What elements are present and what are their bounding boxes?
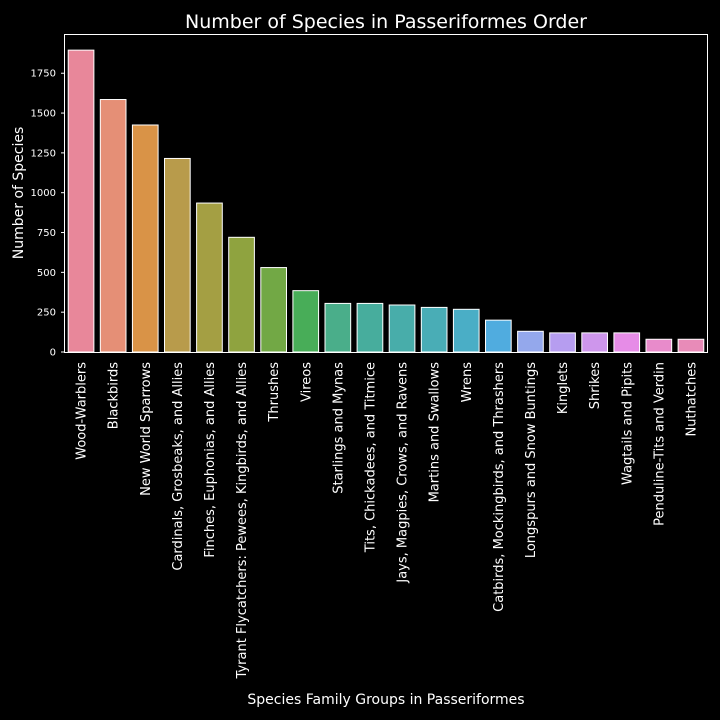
bar: [549, 332, 576, 353]
x-tick-label: Martins and Swallows: [428, 362, 443, 503]
x-tick-label: Catbirds, Mockingbirds, and Thrashers: [492, 362, 507, 612]
y-tick-label: 1000: [31, 188, 56, 199]
bar: [645, 338, 673, 353]
x-tick-label: New World Sparrows: [139, 362, 154, 496]
bar: [131, 124, 159, 353]
x-tick-label: Blackbirds: [107, 362, 122, 429]
bars-group: [67, 49, 705, 353]
y-tick-label: 250: [37, 308, 56, 319]
y-tick-label: 1250: [31, 148, 56, 159]
y-tick-label: 1500: [31, 109, 56, 120]
x-tick-label: Wood-Warblers: [75, 362, 90, 460]
x-tick-label: Tyrant Flycatchers: Pewees, Kingbirds, a…: [235, 362, 250, 680]
bar: [485, 319, 512, 353]
bar: [388, 304, 416, 353]
x-tick-label: Nuthatches: [684, 362, 699, 437]
x-tick-label: Wrens: [460, 362, 475, 403]
bar: [613, 332, 641, 353]
x-axis-label: Species Family Groups in Passeriformes: [247, 692, 524, 708]
chart-title: Number of Species in Passeriformes Order: [185, 11, 587, 33]
y-tick-label: 1750: [31, 69, 56, 80]
bar: [324, 302, 352, 353]
y-axis-ticks: 0 250 500 750 1000 1250 1500 1750: [31, 69, 65, 359]
y-tick-label: 500: [37, 268, 56, 279]
x-axis-ticks: Wood-Warblers Blackbirds New World Sparrow…: [75, 362, 700, 680]
bar: [452, 308, 480, 353]
y-axis-label: Number of Species: [11, 127, 27, 260]
x-tick-label: Longspurs and Snow Buntings: [524, 362, 539, 558]
x-tick-label: Thrushes: [267, 362, 282, 423]
bar: [356, 302, 384, 353]
x-tick-label: Penduline-Tits and Verdin: [652, 362, 667, 526]
x-tick-label: Starlings and Mynas: [331, 362, 346, 494]
plot-frame: [64, 34, 708, 353]
bar: [164, 157, 191, 353]
bar: [292, 290, 320, 353]
bar: [99, 99, 127, 353]
y-tick-label: 0: [50, 348, 56, 359]
bar: [228, 236, 255, 353]
x-tick-label: Cardinals, Grosbeaks, and Allies: [171, 362, 186, 571]
y-tick-label: 750: [37, 228, 56, 239]
bar: [260, 267, 287, 353]
x-tick-label: Vireos: [299, 362, 314, 402]
bar: [517, 330, 544, 353]
x-tick-label: Jays, Magpies, Crows, and Ravens: [396, 362, 411, 584]
x-tick-label: Kinglets: [556, 362, 571, 414]
bar: [67, 49, 95, 353]
bar: [196, 202, 223, 353]
bar: [581, 332, 608, 353]
x-tick-label: Wagtails and Pipits: [620, 362, 635, 485]
x-tick-label: Finches, Euphonias, and Allies: [203, 362, 218, 558]
x-tick-label: Tits, Chickadees, and Titmice: [363, 362, 378, 553]
bar: [420, 306, 448, 353]
x-tick-label: Shrikes: [588, 362, 603, 410]
bar: [677, 338, 705, 353]
